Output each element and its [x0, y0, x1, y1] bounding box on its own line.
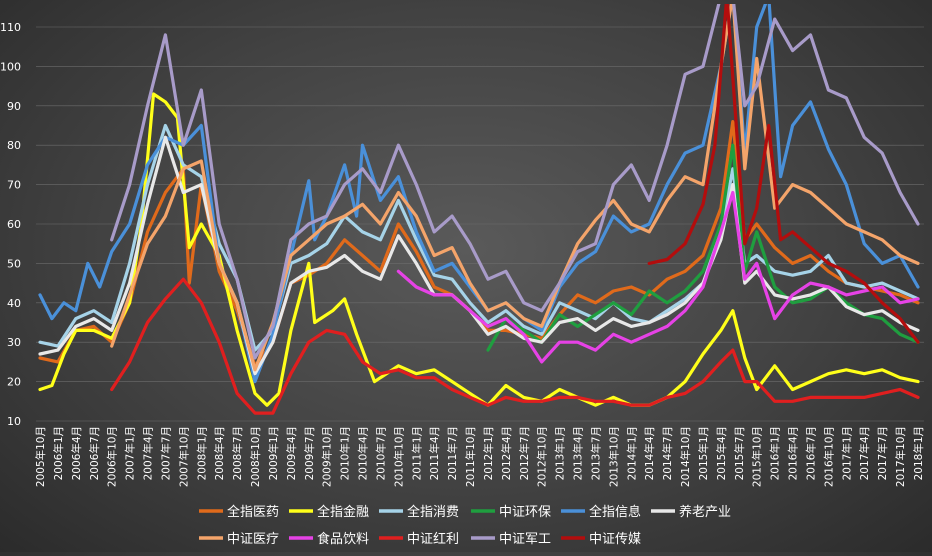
y-tick-label: 50	[7, 257, 21, 270]
x-tick-label: 2007年7月	[159, 426, 172, 480]
gridlines	[36, 26, 924, 422]
x-tick-label: 2012年7月	[518, 426, 531, 480]
y-tick-label: 20	[7, 376, 21, 389]
series-line	[396, 190, 920, 364]
legend-label: 养老产业	[679, 504, 731, 520]
legend-label: 全指信息	[589, 504, 641, 520]
x-tick-label: 2012年1月	[482, 426, 495, 480]
x-tick-label: 2017年4月	[858, 426, 871, 480]
series-line	[647, 4, 920, 344]
legend-item: 中证红利	[379, 531, 459, 547]
x-tick-label: 2015年4月	[715, 426, 728, 480]
x-tick-label: 2011年10月	[464, 426, 477, 487]
series-line	[486, 143, 920, 352]
x-tick-label: 2006年4月	[70, 426, 83, 480]
x-tick-label: 2015年1月	[697, 426, 710, 480]
legend-item: 全指消费	[379, 504, 459, 520]
x-tick-label: 2016年7月	[805, 426, 818, 480]
x-tick-label: 2010年1月	[339, 426, 352, 480]
x-tick-label: 2010年10月	[392, 426, 405, 487]
legend-label: 全指医药	[227, 504, 279, 520]
x-tick-label: 2007年1月	[124, 426, 137, 480]
series-line	[38, 135, 920, 376]
x-tick-label: 2013年10月	[607, 426, 620, 487]
x-tick-label: 2008年4月	[213, 426, 226, 480]
x-tick-label: 2007年4月	[142, 426, 155, 480]
legend-label: 全指消费	[407, 504, 459, 520]
x-tick-label: 2015年7月	[733, 426, 746, 480]
x-tick-label: 2017年1月	[840, 426, 853, 480]
legend-item: 全指医药	[199, 504, 279, 520]
x-tick-label: 2014年1月	[625, 426, 638, 480]
legend-item: 中证传媒	[561, 532, 641, 547]
legend-label: 中证红利	[407, 531, 459, 547]
x-tick-label: 2014年4月	[643, 426, 656, 480]
x-tick-label: 2007年10月	[177, 426, 190, 487]
y-tick-label: 40	[7, 297, 21, 310]
legend-item: 中证军工	[471, 532, 551, 547]
y-tick-label: 60	[7, 218, 21, 231]
series-lines	[38, 4, 920, 415]
x-tick-label: 2008年7月	[231, 426, 244, 480]
x-tick-label: 2008年1月	[195, 426, 208, 480]
legend-label: 中证军工	[499, 532, 551, 547]
x-tick-label: 2011年1月	[410, 426, 423, 480]
x-tick-label: 2010年7月	[374, 426, 387, 480]
legend-label: 中证环保	[499, 505, 551, 520]
legend-item: 养老产业	[651, 504, 731, 520]
legend-label: 全指金融	[317, 504, 369, 520]
legend-item: 中证环保	[471, 505, 551, 520]
x-tick-label: 2016年10月	[822, 426, 835, 487]
y-tick-label: 10	[7, 415, 21, 428]
x-tick-label: 2009年1月	[267, 426, 280, 480]
x-tick-label: 2011年4月	[428, 426, 441, 480]
x-tick-label: 2005年10月	[34, 426, 47, 487]
legend-item: 食品饮料	[289, 531, 369, 547]
y-tick-label: 110	[0, 21, 21, 34]
x-tick-label: 2011年7月	[446, 426, 459, 480]
x-tick-label: 2012年4月	[500, 426, 513, 480]
x-tick-label: 2009年7月	[303, 426, 316, 480]
x-tick-label: 2013年7月	[590, 426, 603, 480]
x-tick-label: 2013年4月	[572, 426, 585, 480]
x-tick-label: 2010年4月	[357, 426, 370, 480]
x-tick-label: 2017年10月	[894, 426, 907, 487]
x-tick-label: 2015年10月	[751, 426, 764, 487]
x-tick-label: 2013年1月	[554, 426, 567, 480]
x-tick-label: 2016年4月	[787, 426, 800, 480]
x-tick-label: 2017年7月	[876, 426, 889, 480]
series-line	[38, 4, 920, 384]
legend-label: 中证医疗	[227, 532, 279, 547]
legend-label: 食品饮料	[317, 531, 369, 547]
x-tick-label: 2018年1月	[912, 426, 925, 480]
y-tick-label: 30	[7, 336, 21, 349]
legend-item: 全指信息	[561, 504, 641, 520]
series-line	[38, 92, 920, 407]
series-line	[110, 4, 920, 372]
x-tick-label: 2012年10月	[536, 426, 549, 487]
y-tick-label: 90	[7, 100, 21, 113]
y-tick-label: 100	[0, 60, 21, 73]
y-tick-label: 80	[7, 139, 21, 152]
x-tick-label: 2008年10月	[249, 426, 262, 487]
x-tick-label: 2014年7月	[661, 426, 674, 480]
x-tick-label: 2009年4月	[285, 426, 298, 480]
x-tick-label: 2006年1月	[52, 426, 65, 480]
x-tick-label: 2009年10月	[321, 426, 334, 487]
x-axis: 2005年10月 2006年1月 2006年4月 2006年7月 2006年10月 200…	[34, 426, 925, 487]
x-tick-label: 2016年1月	[769, 426, 782, 480]
series-line	[110, 4, 920, 360]
legend-item: 全指金融	[289, 504, 369, 520]
y-axis: 10 20 30 40 50 60 70 80 90 100 110	[0, 21, 21, 428]
x-tick-label: 2006年10月	[106, 426, 119, 487]
legend-label: 中证传媒	[589, 532, 641, 547]
x-tick-label: 2014年10月	[679, 426, 692, 487]
legend-item: 中证医疗	[199, 532, 279, 547]
series-line	[110, 277, 920, 415]
x-tick-label: 2006年7月	[88, 426, 101, 480]
y-tick-label: 70	[7, 179, 21, 192]
